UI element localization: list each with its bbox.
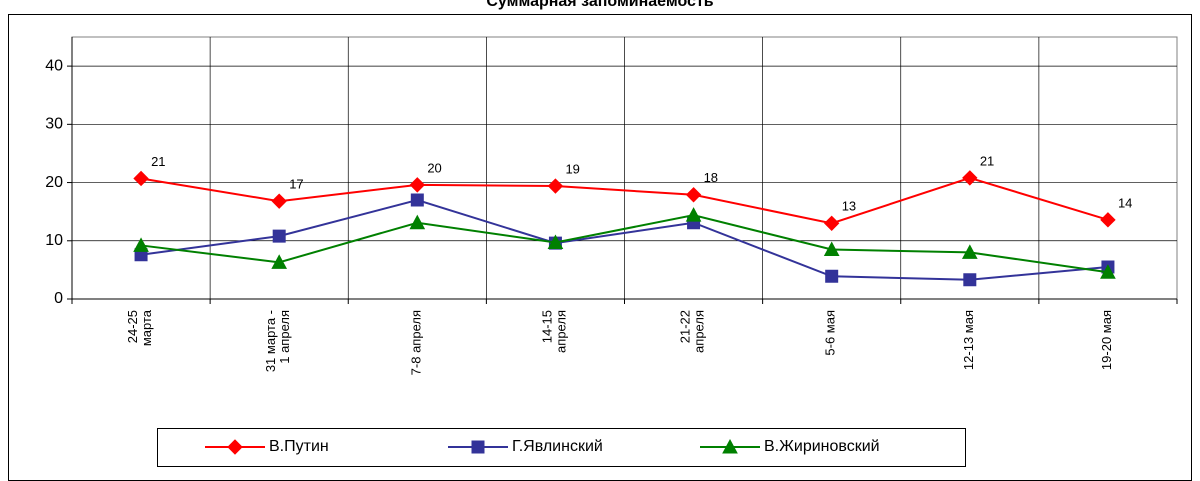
data-point [409,177,426,193]
x-tick-label: 7-8 апреля [409,310,424,375]
data-label: 21 [151,154,165,169]
data-point [961,244,978,259]
legend-marker [722,438,738,454]
legend-marker [471,440,485,454]
data-point [410,193,424,207]
data-label: 18 [704,170,718,185]
data-point [409,214,426,230]
data-point [823,215,840,232]
data-label: 21 [980,153,994,168]
x-tick-label: 19-20 мая [1099,310,1114,370]
legend-label: В.Жириновский [764,438,880,455]
y-tick-label: 0 [54,290,63,307]
series-line [140,198,1109,281]
x-tick-label: 21-22апреля [678,310,707,353]
x-tick-label: 5-6 мая [823,310,838,356]
x-tick-label: 14-15апреля [540,310,569,353]
data-point [825,269,839,283]
series-line [140,176,1109,225]
data-label: 13 [842,199,856,214]
data-point [547,178,564,194]
data-label: 17 [289,177,303,192]
data-point [1100,212,1116,228]
data-point [685,187,702,203]
data-point [685,207,702,222]
legend-label: В.Путин [269,438,329,455]
data-point [547,234,564,250]
data-point [271,254,288,269]
data-point [271,193,287,209]
series-line [140,214,1109,274]
y-tick-label: 20 [45,174,63,191]
chart-title: Суммарная запоминаемость [486,0,713,10]
legend-label: Г.Явлинский [512,438,603,455]
x-tick-label: 31 марта -1 апреля [264,310,293,372]
data-point [272,229,286,243]
y-tick-label: 30 [45,116,63,133]
data-point [133,170,149,187]
x-tick-label: 24-25марта [126,309,155,346]
data-point [133,237,149,252]
legend-box [157,428,966,467]
data-point [823,241,840,257]
x-tick-label: 12-13 мая [961,310,976,370]
data-label: 19 [565,161,579,176]
data-label: 14 [1118,195,1132,210]
y-tick-label: 40 [45,57,63,74]
data-point [962,170,978,186]
data-point [963,273,977,287]
legend-marker [227,439,243,455]
data-label: 20 [427,160,441,175]
data-point [1100,264,1116,279]
y-tick-label: 10 [45,232,63,249]
